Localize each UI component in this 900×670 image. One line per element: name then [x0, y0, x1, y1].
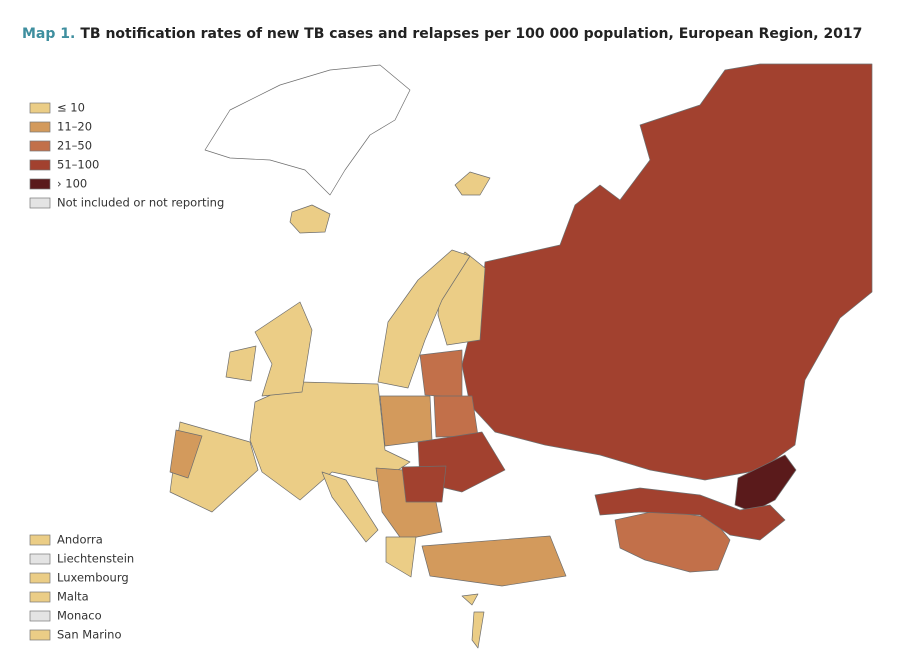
legend-label: Liechtenstein [57, 552, 134, 566]
legend-label: Monaco [57, 609, 102, 623]
small-states-legend: Andorra Liechtenstein Luxembourg Malta Monac… [29, 533, 134, 642]
ireland [225, 345, 257, 382]
poland [379, 395, 433, 447]
italy [321, 471, 379, 543]
svalbard [454, 171, 491, 196]
legend-label: ≤ 10 [57, 101, 85, 115]
legend-label: San Marino [57, 628, 122, 642]
legend-swatch [29, 629, 51, 641]
legend: ≤ 10 11–20 21–50 51–100 › 100 Not included or… [29, 101, 224, 210]
legend-swatch [29, 572, 51, 584]
portugal [169, 429, 203, 479]
legend-swatch [29, 159, 51, 171]
greenland [204, 64, 411, 196]
central-asia-high [734, 454, 797, 513]
legend-swatch [29, 102, 51, 114]
belarus [433, 395, 479, 438]
israel [471, 611, 485, 649]
title-prefix: Map 1. [22, 26, 75, 42]
iceland [289, 204, 331, 234]
legend-label: Andorra [57, 533, 103, 547]
legend-label: › 100 [57, 177, 87, 191]
greece [385, 536, 417, 578]
legend-label: 11–20 [57, 120, 92, 134]
map [169, 63, 873, 649]
legend-label: 51–100 [57, 158, 99, 172]
legend-swatch [29, 534, 51, 546]
russia-central-asia [461, 63, 873, 481]
title-text: TB notification rates of new TB cases an… [80, 26, 862, 42]
legend-swatch [29, 140, 51, 152]
legend-swatch [29, 121, 51, 133]
cyprus [461, 593, 479, 606]
baltics [419, 349, 463, 399]
romania [401, 465, 447, 503]
legend-label: Luxembourg [57, 571, 129, 585]
legend-label: Not included or not reporting [57, 196, 224, 210]
caucasus-region [594, 487, 786, 541]
map-title: Map 1. TB notification rates of new TB ca… [22, 26, 862, 42]
turkey [421, 535, 567, 587]
legend-swatch [29, 178, 51, 190]
united-kingdom [254, 301, 313, 397]
legend-label: 21–50 [57, 139, 92, 153]
legend-swatch [29, 610, 51, 622]
legend-swatch [29, 197, 51, 209]
legend-swatch [29, 591, 51, 603]
legend-swatch [29, 553, 51, 565]
legend-label: Malta [57, 590, 89, 604]
scandinavia [377, 249, 471, 389]
